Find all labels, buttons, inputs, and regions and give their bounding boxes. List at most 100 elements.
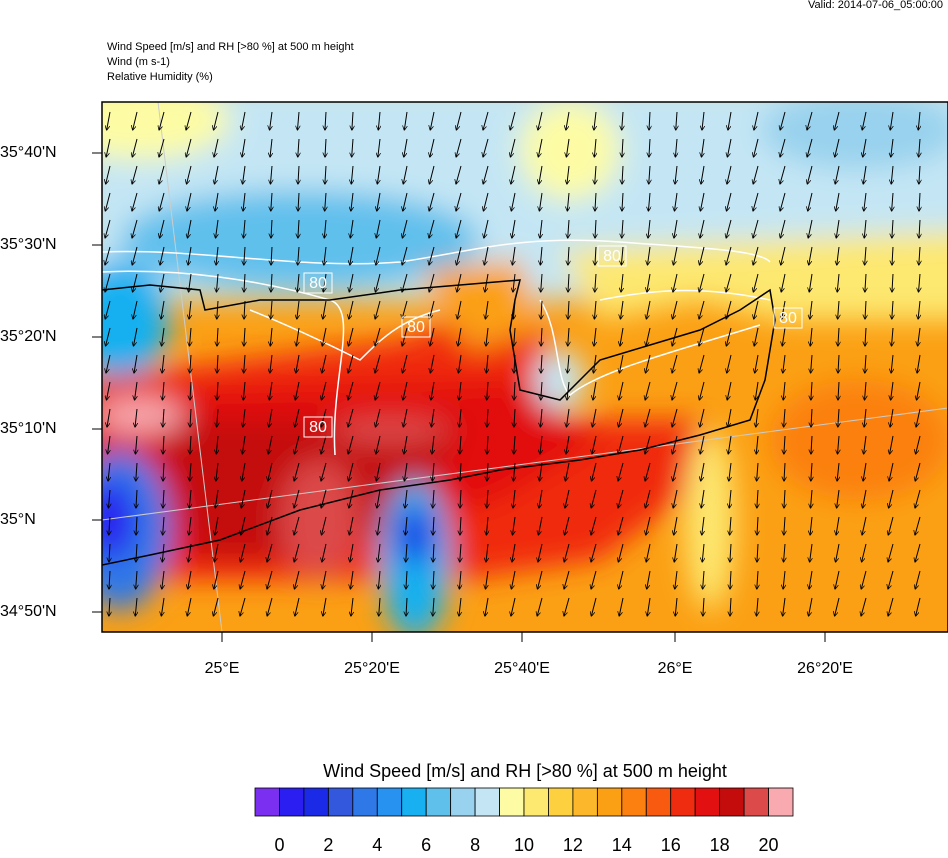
wind-arrow <box>891 381 893 400</box>
wind-arrow <box>727 165 732 184</box>
wind-arrow <box>188 246 192 265</box>
colorbar-swatch <box>254 787 280 817</box>
wind-arrow <box>675 165 677 184</box>
wind-arrow <box>645 381 651 400</box>
wind-arrow <box>807 138 813 157</box>
wind-arrow <box>243 219 245 238</box>
wind-arrow <box>378 543 380 562</box>
wind-arrow <box>513 489 515 508</box>
wind-arrow <box>484 246 489 265</box>
wind-arrow <box>159 111 165 130</box>
wind-arrow <box>294 462 300 481</box>
wind-arrow <box>809 273 813 292</box>
wind-arrow <box>622 165 623 184</box>
wind-arrow <box>864 219 866 238</box>
wind-arrow <box>105 300 111 319</box>
wind-arrow <box>863 165 867 184</box>
wind-arrow <box>348 435 354 454</box>
wind-arrow <box>159 192 165 211</box>
wind-arrow <box>702 111 704 130</box>
wind-arrow <box>375 300 381 319</box>
wind-arrow <box>757 543 758 562</box>
wind-arrow <box>321 489 327 508</box>
wind-arrow <box>592 435 597 454</box>
wind-arrow <box>109 516 110 535</box>
wind-arrow <box>132 138 138 157</box>
wind-arrow <box>483 165 489 184</box>
wind-arrow <box>566 408 569 427</box>
wind-arrow <box>809 570 813 589</box>
wind-arrow <box>861 597 867 616</box>
wind-arrow <box>267 570 273 589</box>
wind-arrow <box>621 273 623 292</box>
wind-arrow <box>456 111 462 130</box>
wind-arrow <box>512 219 516 238</box>
wind-arrow <box>754 300 759 319</box>
wind-arrow <box>890 408 894 427</box>
lon-label: 26°E <box>658 660 693 677</box>
contour-label: 80 <box>779 310 797 327</box>
wind-arrow <box>351 165 353 184</box>
wind-arrow <box>136 489 137 508</box>
colorbar-swatch <box>621 787 647 817</box>
wind-arrow <box>784 489 785 508</box>
wind-arrow <box>672 381 678 400</box>
contour-label-box <box>303 416 333 438</box>
wind-arrow <box>429 192 435 211</box>
wind-arrow <box>811 435 812 454</box>
lon-axis: 25°E 25°20'E 25°40'E 26°E 26°20'E <box>205 632 853 677</box>
wind-arrow <box>484 219 489 238</box>
contour-label-box <box>773 307 803 329</box>
lat-label: 35°30'N <box>0 236 57 253</box>
wind-arrow <box>919 165 920 184</box>
map-frame <box>101 101 948 633</box>
colorbar-swatch <box>450 787 476 817</box>
wind-arrow <box>781 246 786 265</box>
wind-arrow <box>162 570 164 589</box>
wind-arrow <box>105 273 111 292</box>
wind-arrow <box>811 354 812 373</box>
wind-arrow <box>267 516 273 535</box>
wind-arrow <box>109 543 110 562</box>
wind-arrow <box>675 570 677 589</box>
wind-arrow <box>108 489 110 508</box>
wind-arrow <box>728 111 732 130</box>
wind-arrow <box>891 165 893 184</box>
wind-arrow <box>109 570 110 589</box>
wind-arrow <box>160 246 165 265</box>
wind-arrow <box>541 327 542 346</box>
lat-label: 35°10'N <box>0 420 57 437</box>
wind-arrow <box>726 246 732 265</box>
wind-arrow <box>429 219 435 238</box>
wind-arrow <box>458 354 461 373</box>
wind-arrow <box>268 462 273 481</box>
wind-arrow <box>672 354 678 373</box>
wind-arrow <box>160 219 165 238</box>
wind-arrow <box>350 570 353 589</box>
wind-arrow <box>511 570 516 589</box>
wind-arrow <box>807 111 813 130</box>
wind-arrow <box>538 516 543 535</box>
wind-arrow <box>835 570 840 589</box>
wind-arrow <box>190 462 191 481</box>
wind-arrow <box>728 408 732 427</box>
colorbar-swatch <box>352 787 378 817</box>
wind-arrow <box>594 111 596 130</box>
wind-arrow <box>486 516 488 535</box>
wind-arrow <box>917 354 921 373</box>
wind-arrow <box>862 111 867 130</box>
wind-arrow <box>591 516 597 535</box>
wind-arrow <box>649 138 650 157</box>
wind-arrow <box>295 381 300 400</box>
wind-arrow <box>456 246 462 265</box>
wind-arrow <box>487 381 488 400</box>
wind-arrow <box>646 327 651 346</box>
wind-arrow <box>135 408 137 427</box>
wind-arrow <box>483 111 489 130</box>
colorbar-title: Wind Speed [m/s] and RH [>80 %] at 500 m… <box>323 761 727 781</box>
wind-arrow <box>106 327 111 346</box>
wind-arrow <box>754 138 759 157</box>
wind-arrow <box>567 354 569 373</box>
wind-arrow <box>729 489 731 508</box>
wind-arrow <box>348 381 354 400</box>
